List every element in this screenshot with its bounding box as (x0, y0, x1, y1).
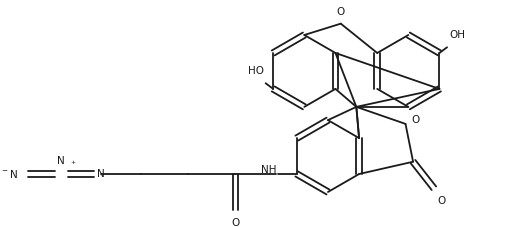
Text: O: O (411, 115, 419, 125)
Text: O: O (231, 217, 240, 227)
Text: O: O (337, 7, 345, 17)
Text: $^-$N: $^-$N (0, 168, 18, 180)
Text: NH: NH (261, 165, 276, 175)
Text: O: O (438, 196, 446, 206)
Text: N: N (97, 169, 105, 179)
Text: OH: OH (449, 30, 465, 40)
Text: $^+$: $^+$ (69, 159, 76, 168)
Text: HO: HO (248, 66, 264, 76)
Text: N: N (57, 155, 65, 165)
